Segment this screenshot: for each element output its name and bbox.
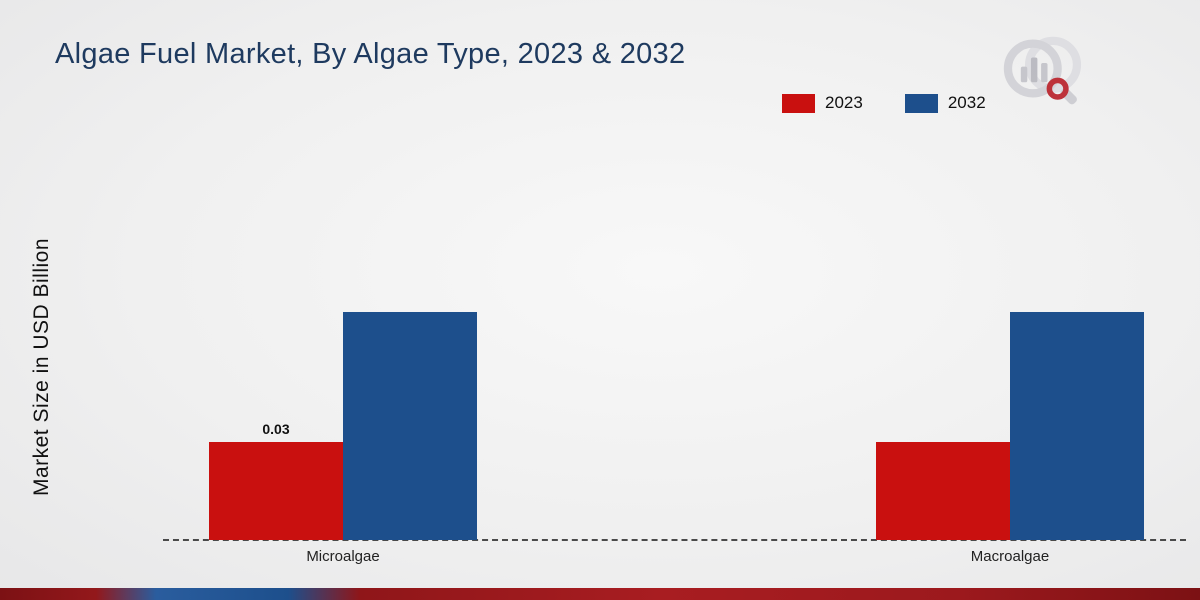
x-axis-category-label: Macroalgae <box>970 548 1050 565</box>
legend-item-2032: 2032 <box>904 93 986 113</box>
x-axis-baseline <box>163 539 1186 541</box>
bar-2023-microalgae <box>209 442 343 540</box>
magnifier-barchart-logo-icon <box>1003 36 1082 105</box>
legend-label-2032: 2032 <box>947 93 986 112</box>
legend-swatch-2032 <box>904 93 938 113</box>
legend: 2023 2032 <box>782 93 986 113</box>
bar-2023-macroalgae <box>876 442 1010 540</box>
bar-2032-macroalgae <box>1010 312 1144 540</box>
legend-swatch-2023 <box>782 93 815 113</box>
bottom-brand-strip <box>0 588 1200 600</box>
bar-2032-microalgae <box>343 312 477 540</box>
legend-label-2023: 2023 <box>825 93 863 112</box>
bar-value-label: 0.03 <box>262 421 290 437</box>
x-axis-category-label: Microalgae <box>306 548 380 565</box>
legend-item-2023: 2023 <box>782 93 863 113</box>
chart-title: Algae Fuel Market, By Algae Type, 2023 &… <box>55 38 686 70</box>
